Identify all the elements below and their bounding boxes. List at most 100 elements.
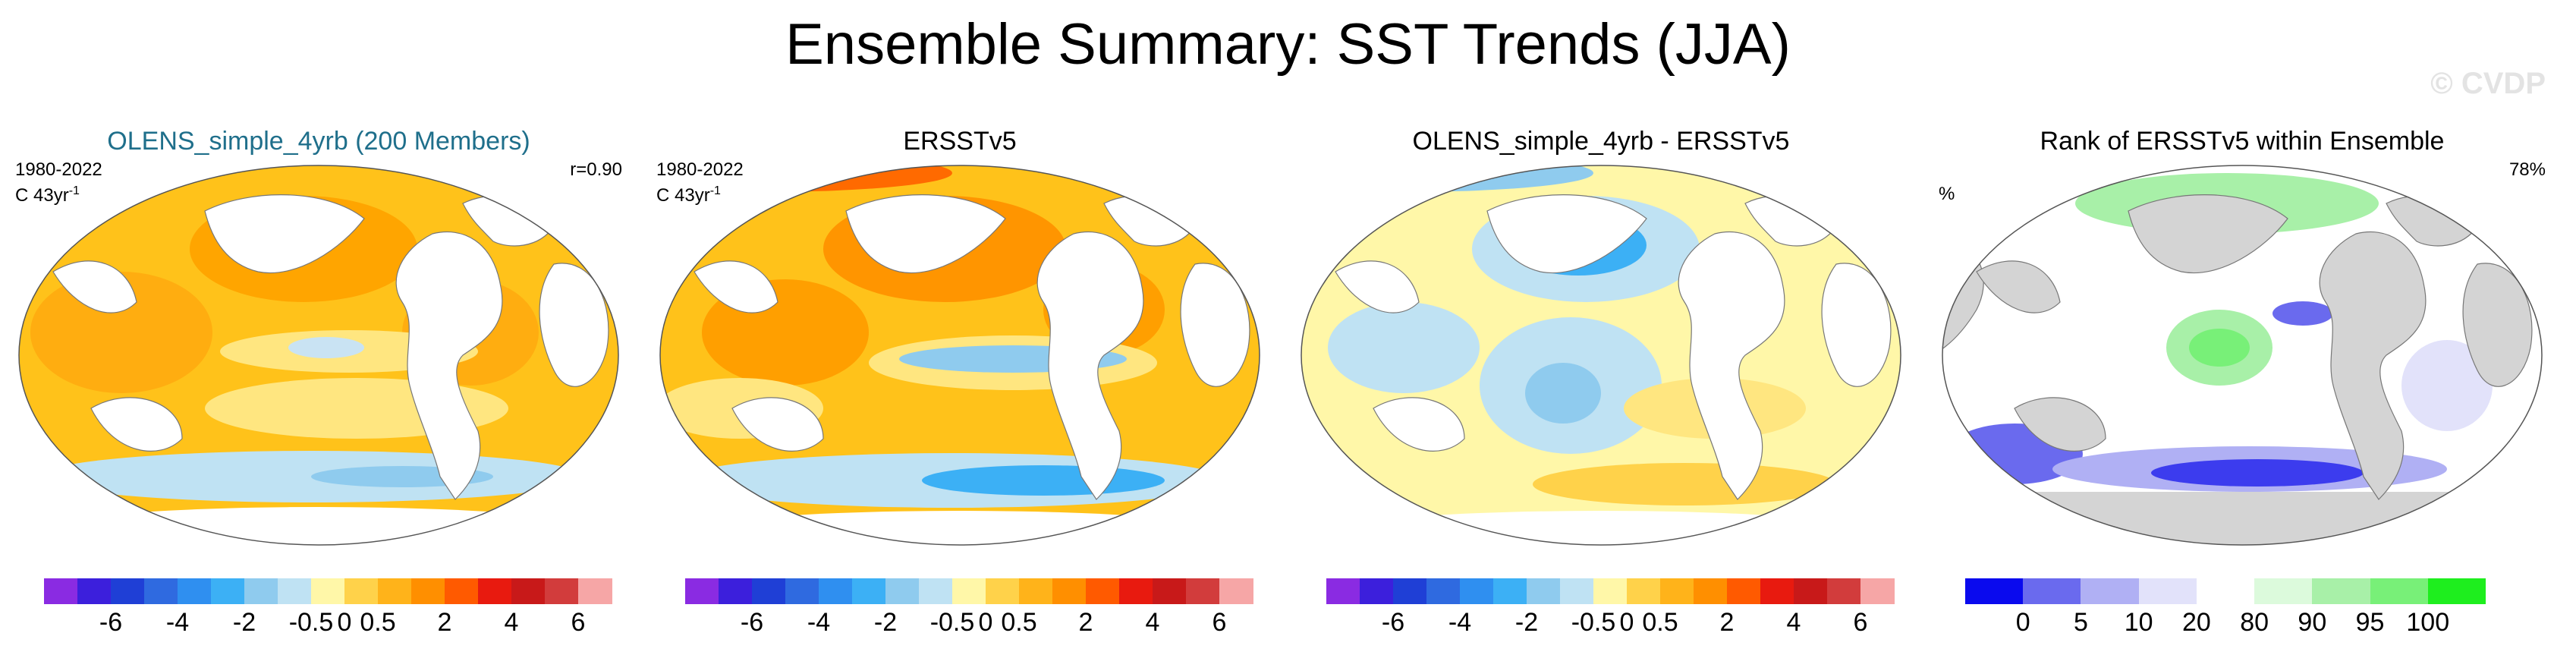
colorbar-tick-label: 0 <box>2015 608 2030 637</box>
colorbar-swatch <box>719 578 753 604</box>
colorbar-tick-label: -0.5 <box>929 608 975 637</box>
colorbar-swatch <box>1560 578 1594 604</box>
colorbar-tick-label: 6 <box>571 608 586 637</box>
colorbar-swatch <box>545 578 579 604</box>
colorbar-swatch <box>1393 578 1427 604</box>
colorbar-swatch <box>1052 578 1087 604</box>
colorbar-labels: 0 5 10 20 80 90 95 100 <box>1965 607 2486 638</box>
colorbar-swatch <box>44 578 78 604</box>
units-label: C 43yr-1 <box>656 184 721 206</box>
colorbar-swatch <box>411 578 445 604</box>
colorbar-tick-label: 4 <box>1145 608 1160 637</box>
colorbar-tick-label: -6 <box>740 608 764 637</box>
colorbar-swatch <box>578 578 612 604</box>
colorbar-tick-label: -2 <box>232 608 256 637</box>
panel-observations: ERSSTv5 1980-2022 C 43yr-1 <box>649 114 1271 554</box>
colorbar-swatch <box>1727 578 1761 604</box>
colorbar-swatch <box>1460 578 1494 604</box>
colorbar-tick-label: 2 <box>437 608 452 637</box>
colorbar-swatch <box>2370 578 2429 604</box>
colorbar-swatch <box>752 578 786 604</box>
colorbar-tick-label: -4 <box>807 608 831 637</box>
colorbar-tick-label: -2 <box>1514 608 1539 637</box>
colorbar-swatch <box>178 578 212 604</box>
colorbar-tick-label: 20 <box>2181 608 2211 637</box>
colorbar-swatch <box>511 578 546 604</box>
colorbar-tick-label: 5 <box>2073 608 2088 637</box>
colorbar-tick-label: 0.5 <box>1001 608 1037 637</box>
colorbar-swatch <box>2138 578 2197 604</box>
colorbar-tick-label: 0.5 <box>360 608 396 637</box>
colorbar-tick-label: 90 <box>2298 608 2327 637</box>
colorbar-tick-label: 95 <box>2355 608 2385 637</box>
colorbar-swatch <box>244 578 278 604</box>
colorbar-swatch <box>1627 578 1661 604</box>
colorbar-trend <box>44 578 612 604</box>
colorbar-tick-label: -6 <box>1381 608 1405 637</box>
colorbar-swatch <box>1086 578 1120 604</box>
colorbar-swatch <box>1827 578 1861 604</box>
watermark: © CVDP <box>2430 67 2546 100</box>
colorbar-swatch <box>445 578 479 604</box>
colorbar-swatch <box>919 578 953 604</box>
colorbar-tick-label: -2 <box>873 608 898 637</box>
panel-title: OLENS_simple_4yrb (200 Members) <box>107 127 530 156</box>
colorbar-tick-label: 10 <box>2124 608 2153 637</box>
colorbar-swatch <box>952 578 986 604</box>
colorbar-labels: -6 -4 -2 -0.5 0 0.5 2 4 6 <box>44 607 612 638</box>
colorbar-swatch <box>1360 578 1394 604</box>
colorbar-tick-label: 4 <box>504 608 519 637</box>
colorbar-tick-label: 6 <box>1212 608 1227 637</box>
colorbar-swatch <box>77 578 112 604</box>
period-label: 1980-2022 <box>15 159 102 180</box>
colorbar-swatch <box>852 578 886 604</box>
colorbar-swatch <box>278 578 312 604</box>
period-label: 1980-2022 <box>656 159 744 180</box>
panel-title: OLENS_simple_4yrb - ERSSTv5 <box>1412 127 1790 156</box>
sst-trend-map <box>18 165 619 546</box>
colorbar-swatch <box>2254 578 2313 604</box>
panel-ensemble-mean: OLENS_simple_4yrb (200 Members) 1980-202… <box>8 114 630 554</box>
panel-difference: OLENS_simple_4yrb - ERSSTv5 <box>1290 114 1912 554</box>
colorbar-trend <box>685 578 1253 604</box>
colorbar-tick-label: 2 <box>1078 608 1093 637</box>
colorbar-swatch <box>1660 578 1694 604</box>
colorbar-swatch <box>1527 578 1561 604</box>
colorbar-swatch <box>344 578 379 604</box>
colorbar-rank <box>1965 578 2486 604</box>
colorbar-swatch <box>478 578 512 604</box>
colorbar-tick-label: -6 <box>99 608 123 637</box>
units-label: % <box>1939 184 1955 204</box>
rank-percent-label: 78% <box>2508 159 2546 180</box>
colorbar-swatch <box>1153 578 1187 604</box>
colorbar-swatch <box>2312 578 2371 604</box>
colorbar-swatch <box>1593 578 1628 604</box>
colorbar-tick-label: 2 <box>1719 608 1735 637</box>
rank-map <box>1942 165 2543 546</box>
colorbar-swatch <box>1019 578 1053 604</box>
colorbar-tick-label: -0.5 <box>1571 608 1616 637</box>
colorbar-swatch <box>1965 578 2024 604</box>
colorbar-tick-label: 0 <box>337 608 352 637</box>
colorbar-swatch <box>378 578 412 604</box>
colorbar-swatch <box>2427 578 2486 604</box>
colorbar-tick-label: -0.5 <box>288 608 334 637</box>
colorbar-swatch <box>1326 578 1360 604</box>
colorbar-swatch <box>1186 578 1220 604</box>
colorbar-swatch <box>111 578 145 604</box>
sst-trend-map <box>659 165 1260 546</box>
colorbar-swatch <box>2023 578 2081 604</box>
main-title: Ensemble Summary: SST Trends (JJA) <box>785 12 1791 77</box>
colorbar-swatch <box>211 578 245 604</box>
panel-title: Rank of ERSSTv5 within Ensemble <box>2040 127 2445 156</box>
colorbar-tick-label: 0.5 <box>1642 608 1678 637</box>
colorbar-swatch <box>819 578 853 604</box>
correlation-label: r=0.90 <box>570 159 622 180</box>
colorbar-tick-label: 80 <box>2240 608 2269 637</box>
panel-title: ERSSTv5 <box>903 127 1017 156</box>
colorbar-swatch <box>1119 578 1153 604</box>
colorbar-swatch <box>144 578 178 604</box>
colorbar-tick-label: 100 <box>2406 608 2450 637</box>
colorbar-swatch <box>785 578 819 604</box>
colorbar-tick-label: 4 <box>1786 608 1801 637</box>
